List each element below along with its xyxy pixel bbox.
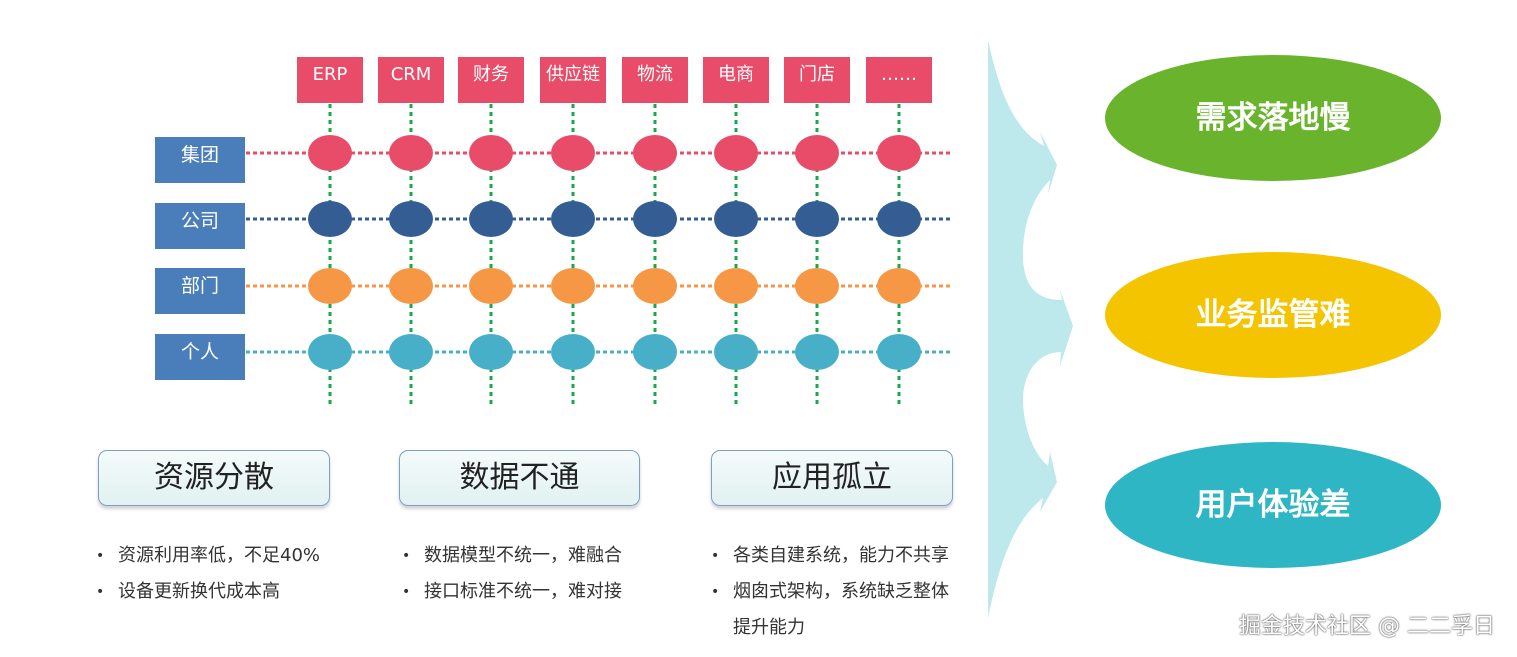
node-2-6	[795, 268, 839, 304]
system-header: 门店	[784, 57, 850, 103]
outcome-poor-ux: 用户体验差	[1105, 442, 1441, 568]
bullet-continuation: 提升能力	[733, 617, 805, 638]
system-header: 供应链	[540, 57, 606, 103]
level-label: 部门	[155, 268, 245, 314]
node-1-2	[469, 201, 513, 237]
system-header: ERP	[297, 57, 363, 103]
node-3-6	[795, 334, 839, 370]
node-1-3	[551, 201, 595, 237]
node-1-1	[389, 201, 433, 237]
node-0-6	[795, 135, 839, 171]
node-0-1	[389, 135, 433, 171]
level-label: 集团	[155, 137, 245, 183]
node-2-4	[633, 268, 677, 304]
bullet-item: 设备更新换代成本高	[96, 574, 320, 610]
node-2-7	[877, 268, 921, 304]
bullet-item: 数据模型不统一，难融合	[402, 538, 622, 574]
bullet-item: 接口标准不统一，难对接	[402, 574, 622, 610]
node-1-5	[714, 201, 758, 237]
system-header: 物流	[622, 57, 688, 103]
node-2-0	[308, 268, 352, 304]
level-label: 个人	[155, 334, 245, 380]
node-0-2	[469, 135, 513, 171]
issue-app-isolated: 应用孤立	[711, 450, 953, 506]
issue-data-disconnected: 数据不通	[399, 450, 640, 506]
bullet-item: 各类自建系统，能力不共享	[711, 538, 949, 574]
node-2-5	[714, 268, 758, 304]
node-2-1	[389, 268, 433, 304]
system-header: CRM	[378, 57, 444, 103]
node-3-1	[389, 334, 433, 370]
issue-bullets-2: 数据模型不统一，难融合 接口标准不统一，难对接	[402, 538, 622, 610]
node-0-0	[308, 135, 352, 171]
outcome-hard-supervision: 业务监管难	[1105, 252, 1441, 378]
level-label: 公司	[155, 203, 245, 249]
node-1-4	[633, 201, 677, 237]
issue-bullets-1: 资源利用率低，不足40% 设备更新换代成本高	[96, 538, 320, 610]
issue-resource-scattered: 资源分散	[98, 450, 330, 506]
node-3-2	[469, 334, 513, 370]
system-header: 电商	[703, 57, 769, 103]
node-1-0	[308, 201, 352, 237]
system-header: ……	[866, 57, 932, 103]
node-0-7	[877, 135, 921, 171]
issue-bullets-3: 各类自建系统，能力不共享 烟囱式架构，系统缺乏整体 提升能力	[711, 538, 949, 646]
node-0-5	[714, 135, 758, 171]
node-2-3	[551, 268, 595, 304]
system-header: 财务	[458, 57, 524, 103]
node-3-7	[877, 334, 921, 370]
bullet-item: 烟囱式架构，系统缺乏整体	[711, 574, 949, 610]
node-2-2	[469, 268, 513, 304]
bullet-item: 资源利用率低，不足40%	[96, 538, 320, 574]
node-3-4	[633, 334, 677, 370]
node-1-6	[795, 201, 839, 237]
node-3-5	[714, 334, 758, 370]
node-1-7	[877, 201, 921, 237]
node-0-4	[633, 135, 677, 171]
outcome-slow-delivery: 需求落地慢	[1105, 55, 1441, 181]
node-3-0	[308, 334, 352, 370]
node-3-3	[551, 334, 595, 370]
node-0-3	[551, 135, 595, 171]
watermark: 掘金技术社区 @ 二二孚日	[1239, 614, 1495, 639]
